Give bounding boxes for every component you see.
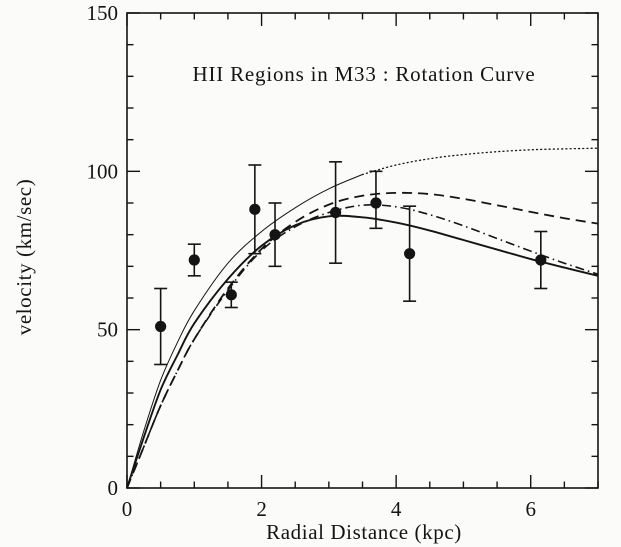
x-tick-label: 4 xyxy=(391,497,402,521)
y-tick-label: 0 xyxy=(108,476,119,500)
x-axis-label: Radial Distance (kpc) xyxy=(266,520,462,544)
y-tick-label: 150 xyxy=(87,1,119,25)
rising-model-curve-thin-dotted-inner xyxy=(126,174,363,489)
y-tick-label: 100 xyxy=(87,159,119,183)
x-tick-label: 2 xyxy=(256,497,267,521)
x-tick-label: 6 xyxy=(525,497,536,521)
data-point xyxy=(155,320,167,333)
model-curves xyxy=(126,147,599,489)
tick-labels: 0 2 4 6 0 50 100 150 xyxy=(87,1,536,521)
axis-ticks xyxy=(126,12,599,489)
data-point xyxy=(269,229,281,241)
chart-title: HII Regions in M33 : Rotation Curve xyxy=(193,62,536,86)
y-tick-label: 50 xyxy=(97,318,118,342)
declining-model-curve-dashed xyxy=(126,191,599,489)
declining-model-curve-dashdot xyxy=(126,204,599,489)
data-point xyxy=(404,248,416,260)
data-point xyxy=(249,203,261,215)
data-point xyxy=(370,197,382,209)
y-axis-label: velocity (km/sec) xyxy=(12,179,36,336)
data-points xyxy=(154,161,548,366)
best-fit-model-curve-solid xyxy=(126,214,599,489)
x-tick-label: 0 xyxy=(122,497,133,521)
data-point xyxy=(188,254,200,266)
rising-model-curve-thin-dotted-outer xyxy=(361,147,599,176)
data-point xyxy=(225,289,237,301)
data-point xyxy=(329,206,342,219)
data-point xyxy=(535,254,547,266)
